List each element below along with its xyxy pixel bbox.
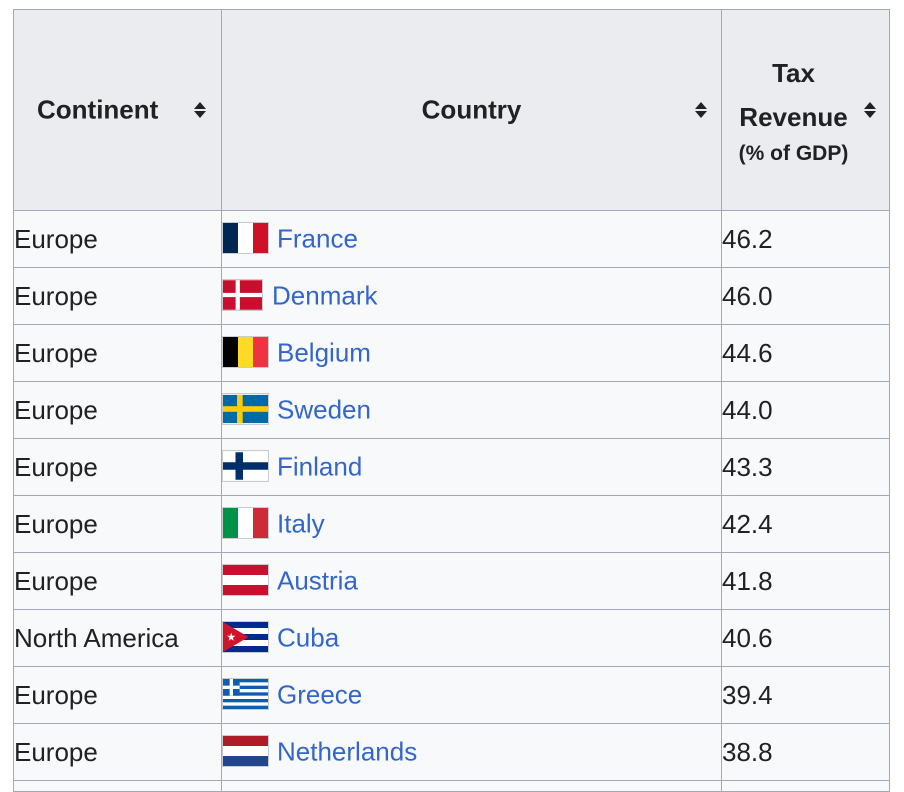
country-cell: France	[221, 210, 722, 268]
country-cell: Finland	[221, 438, 722, 496]
sweden-flag-icon	[222, 392, 269, 425]
country-cell: Cuba	[221, 609, 722, 667]
sort-icon[interactable]	[863, 101, 877, 119]
continent-cell: Europe	[13, 723, 222, 781]
country-cell: Sweden	[221, 381, 722, 439]
france-flag-icon	[222, 221, 269, 254]
continent-cell: Europe	[13, 438, 222, 496]
table-row: Europe Finland 43.3	[13, 438, 890, 496]
country-cell: Italy	[221, 495, 722, 553]
table-row: Europe Greece 39.4	[13, 666, 890, 724]
country-link[interactable]: Netherlands	[277, 737, 418, 768]
table-row: Europe Austria 41.8	[13, 552, 890, 610]
table-row: North America Cuba 40.6	[13, 609, 890, 667]
continent-cell: Europe	[13, 324, 222, 382]
country-cell	[221, 780, 722, 792]
continent-column-header[interactable]: Continent	[13, 9, 222, 211]
sort-icon[interactable]	[193, 101, 207, 119]
tax-revenue-cell: 42.4	[721, 495, 890, 553]
tax-header-line2: Revenue	[739, 102, 848, 132]
country-link[interactable]: Cuba	[277, 623, 340, 654]
table-row: Europe Italy 42.4	[13, 495, 890, 553]
continent-cell: Europe	[13, 210, 222, 268]
table-row: Europe Denmark 46.0	[13, 267, 890, 325]
country-cell: Belgium	[221, 324, 722, 382]
netherlands-flag-icon	[222, 734, 269, 767]
tax-revenue-cell: 38.8	[721, 723, 890, 781]
continent-cell: North America	[13, 609, 222, 667]
continent-cell: Europe	[13, 495, 222, 553]
belgium-flag-icon	[222, 335, 269, 368]
tax-revenue-cell: 44.6	[721, 324, 890, 382]
tax-header-line1: Tax	[772, 58, 815, 88]
table-row: Europe France 46.2	[13, 210, 890, 268]
table-row: Europe Belgium 44.6	[13, 324, 890, 382]
tax-revenue-cell	[721, 780, 890, 792]
tax-revenue-cell: 44.0	[721, 381, 890, 439]
finland-flag-icon	[222, 449, 269, 482]
greece-flag-icon	[222, 677, 269, 710]
country-link[interactable]: Italy	[277, 509, 325, 540]
denmark-flag-icon	[222, 278, 263, 311]
continent-header-label: Continent	[37, 94, 159, 125]
country-cell: Denmark	[221, 267, 722, 325]
country-link[interactable]: Sweden	[277, 395, 371, 426]
table-row: Europe Sweden 44.0	[13, 381, 890, 439]
continent-cell: Europe	[13, 552, 222, 610]
country-link[interactable]: Denmark	[272, 281, 378, 312]
country-link[interactable]: Belgium	[277, 338, 371, 369]
country-column-header[interactable]: Country	[221, 9, 722, 211]
table-row	[13, 780, 890, 792]
tax-revenue-column-header[interactable]: Tax Revenue (% of GDP)	[721, 9, 890, 211]
country-cell: Austria	[221, 552, 722, 610]
italy-flag-icon	[222, 506, 269, 539]
country-cell: Greece	[221, 666, 722, 724]
continent-cell	[13, 780, 222, 792]
continent-cell: Europe	[13, 666, 222, 724]
tax-revenue-cell: 46.0	[721, 267, 890, 325]
austria-flag-icon	[222, 563, 269, 596]
tax-revenue-cell: 41.8	[721, 552, 890, 610]
continent-cell: Europe	[13, 381, 222, 439]
continent-cell: Europe	[13, 267, 222, 325]
country-link[interactable]: Austria	[277, 566, 358, 597]
cuba-flag-icon	[222, 620, 269, 653]
tax-revenue-cell: 43.3	[721, 438, 890, 496]
header-row: Continent Country Tax	[13, 9, 890, 211]
country-cell: Netherlands	[221, 723, 722, 781]
sort-icon[interactable]	[694, 101, 708, 119]
tax-revenue-cell: 46.2	[721, 210, 890, 268]
tax-revenue-cell: 40.6	[721, 609, 890, 667]
country-link[interactable]: Greece	[277, 680, 363, 711]
country-header-label: Country	[421, 94, 522, 125]
tax-revenue-cell: 39.4	[721, 666, 890, 724]
country-link[interactable]: Finland	[277, 452, 363, 483]
table-row: Europe Netherlands 38.8	[13, 723, 890, 781]
tax-revenue-header-label: Tax Revenue (% of GDP)	[722, 51, 865, 169]
country-link[interactable]: France	[277, 224, 358, 255]
tax-header-unit: (% of GDP)	[738, 142, 849, 165]
tax-revenue-table: Continent Country Tax	[13, 9, 890, 792]
